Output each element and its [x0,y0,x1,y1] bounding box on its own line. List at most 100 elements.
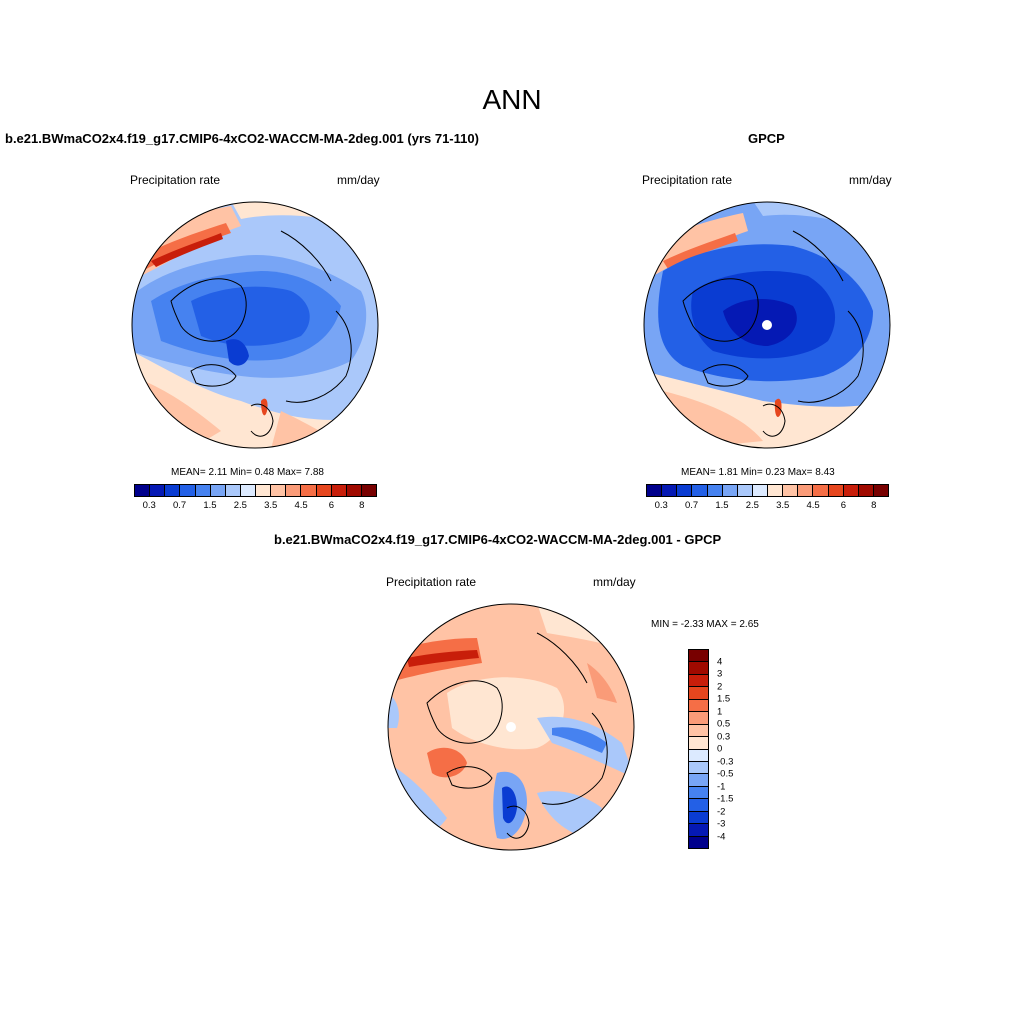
panel2-polar-map [643,201,891,449]
panel3-colorbar-swatches [688,649,709,849]
panel2-stats: MEAN= 1.81 Min= 0.23 Max= 8.43 [681,467,835,478]
colorbar-swatch [647,485,663,496]
panel1-title: b.e21.BWmaCO2x4.f19_g17.CMIP6-4xCO2-WACC… [5,131,479,146]
colorbar-swatch [689,836,708,848]
colorbar-tick-label: 2.5 [233,500,247,511]
colorbar-swatch [689,724,708,738]
colorbar-swatch [798,485,814,496]
colorbar-swatch [689,799,708,812]
colorbar-tick-label: 3 [717,668,723,680]
colorbar-tick-label: -4 [717,831,726,842]
panel1-colorbar-swatches [134,484,377,497]
colorbar-tick-label: -2 [717,806,726,817]
colorbar-swatch [677,485,693,496]
colorbar-tick-label: 0.7 [684,500,699,511]
colorbar-tick-label: 0.3 [142,500,156,511]
colorbar-tick-label: 1.5 [203,500,217,511]
panel1-colorbar-ticks: 0.3 0.7 1.5 2.5 3.5 4.5 6 8 [134,497,377,511]
colorbar-tick-label: 1.5 [717,693,731,705]
colorbar-swatch [180,485,196,496]
colorbar-tick-label: 8 [871,500,877,511]
colorbar-swatch [689,687,708,700]
colorbar-swatch [689,786,708,800]
colorbar-tick-label: 4.5 [806,500,820,511]
panel2-colorbar-swatches [646,484,889,497]
colorbar-tick-label: 2.5 [745,500,759,511]
colorbar-swatch [225,485,241,496]
colorbar-swatch [689,824,708,837]
colorbar-swatch [689,761,708,775]
panel2-variable-label: Precipitation rate [642,173,733,187]
panel3-variable-label: Precipitation rate [386,575,477,589]
figure-title: ANN [482,84,542,115]
colorbar-swatch [689,699,708,713]
colorbar-tick-label: 0 [717,743,723,755]
colorbar-swatch [210,485,226,496]
colorbar-swatch [256,485,272,496]
colorbar-tick-label: 1 [717,706,723,717]
colorbar-swatch [858,485,874,496]
colorbar-swatch [689,712,708,725]
colorbar-swatch [135,485,151,496]
panel2-title: GPCP [748,131,785,146]
colorbar-swatch [361,485,376,496]
colorbar-swatch [301,485,317,496]
colorbar-tick-label: 0.7 [172,500,187,511]
colorbar-swatch [346,485,362,496]
colorbar-swatch [689,737,708,750]
panel3-units-label: mm/day [593,575,636,589]
colorbar-tick-label: 3.5 [264,500,278,511]
colorbar-swatch [707,485,723,496]
colorbar-swatch [662,485,678,496]
colorbar-swatch [752,485,768,496]
colorbar-tick-label: -0.5 [717,768,734,780]
colorbar-swatch [689,662,708,675]
panel2-units-label: mm/day [849,173,892,187]
colorbar-swatch [828,485,844,496]
colorbar-swatch [813,485,829,496]
colorbar-swatch [737,485,753,496]
colorbar-tick-label: 0.3 [717,731,731,742]
colorbar-swatch [689,674,708,688]
colorbar-tick-label: -0.3 [717,756,734,767]
colorbar-tick-label: 6 [840,500,847,511]
colorbar-swatch [331,485,347,496]
colorbar-tick-label: 4.5 [294,500,308,511]
colorbar-tick-label: -1.5 [717,793,734,805]
colorbar-swatch [692,485,708,496]
colorbar-tick-label: 8 [359,500,365,511]
colorbar-swatch [722,485,738,496]
colorbar-tick-label: 1.5 [715,500,729,511]
colorbar-tick-label: -3 [717,818,726,830]
colorbar-swatch [240,485,256,496]
panel1-units-label: mm/day [337,173,380,187]
panel3-polar-map [387,603,635,851]
panel2-colorbar: 0.3 0.7 1.5 2.5 3.5 4.5 6 8 [646,484,889,511]
colorbar-swatch [768,485,784,496]
colorbar-swatch [689,749,708,762]
panel1-variable-label: Precipitation rate [130,173,221,187]
colorbar-swatch [873,485,888,496]
colorbar-tick-label: 0.5 [717,718,731,730]
panel1-colorbar: 0.3 0.7 1.5 2.5 3.5 4.5 6 8 [134,484,377,511]
colorbar-tick-label: 6 [328,500,335,511]
colorbar-tick-label: 0.3 [654,500,668,511]
colorbar-swatch [689,774,708,787]
colorbar-tick-label: 4 [717,656,723,667]
panel1-polar-map [131,201,379,449]
panel2-colorbar-ticks: 0.3 0.7 1.5 2.5 3.5 4.5 6 8 [646,497,889,511]
panel3-title: b.e21.BWmaCO2x4.f19_g17.CMIP6-4xCO2-WACC… [274,532,722,547]
colorbar-swatch [165,485,181,496]
colorbar-swatch [286,485,302,496]
panel3-stats: MIN = -2.33 MAX = 2.65 [651,619,759,630]
colorbar-swatch [150,485,166,496]
colorbar-swatch [843,485,859,496]
colorbar-swatch [783,485,799,496]
colorbar-tick-label: 2 [717,681,723,692]
panel1-stats: MEAN= 2.11 Min= 0.48 Max= 7.88 [171,467,324,478]
colorbar-swatch [195,485,211,496]
colorbar-swatch [271,485,287,496]
colorbar-tick-label: 3.5 [776,500,790,511]
colorbar-swatch [316,485,332,496]
colorbar-swatch [689,811,708,825]
